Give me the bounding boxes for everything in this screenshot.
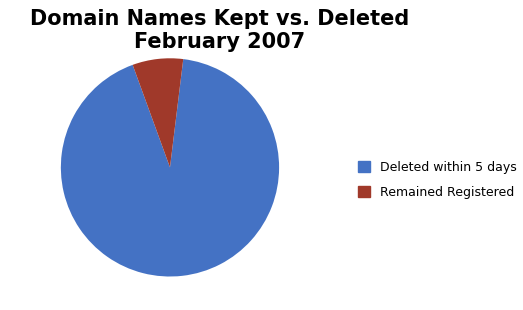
- Wedge shape: [133, 58, 183, 167]
- Wedge shape: [61, 59, 279, 277]
- Legend: Deleted within 5 days, Remained Registered: Deleted within 5 days, Remained Register…: [358, 161, 517, 199]
- Text: Domain Names Kept vs. Deleted
February 2007: Domain Names Kept vs. Deleted February 2…: [30, 9, 410, 52]
